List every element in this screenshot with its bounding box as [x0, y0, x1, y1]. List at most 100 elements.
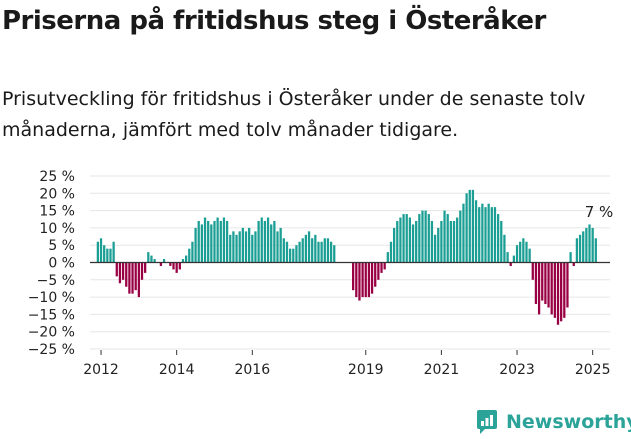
bar	[402, 214, 405, 263]
bar	[260, 217, 263, 263]
bar	[370, 262, 374, 294]
y-tick-label: −25 %	[28, 342, 75, 358]
bar	[169, 262, 172, 266]
bar	[418, 214, 421, 263]
bar	[288, 248, 292, 263]
bar	[131, 262, 134, 294]
bar	[128, 262, 131, 294]
bar	[200, 224, 204, 263]
bar	[213, 220, 216, 263]
bar	[569, 252, 572, 263]
bar	[121, 262, 125, 280]
y-tick-label: 25 %	[39, 169, 75, 185]
bar	[386, 252, 389, 263]
bar	[389, 241, 393, 263]
bar	[355, 262, 358, 298]
bar	[96, 241, 100, 263]
bar	[512, 255, 516, 263]
bar	[462, 203, 465, 263]
bar	[396, 220, 399, 263]
bar	[465, 193, 468, 263]
bar	[254, 231, 257, 263]
bar	[197, 220, 200, 263]
bar	[229, 234, 232, 263]
bar	[244, 231, 248, 263]
bar	[364, 262, 367, 298]
bar	[437, 227, 440, 263]
bar	[424, 210, 427, 263]
bar	[427, 214, 430, 263]
bar	[248, 227, 251, 263]
bar	[487, 203, 490, 263]
bar	[222, 217, 226, 263]
bar	[235, 234, 238, 263]
y-tick-label: 5 %	[48, 238, 75, 254]
bar	[125, 262, 128, 287]
bar	[358, 262, 361, 301]
y-tick-label: −15 %	[28, 307, 75, 323]
bar	[188, 248, 191, 263]
y-tick-label: 0 %	[48, 256, 75, 272]
bar	[459, 210, 462, 263]
bar	[115, 262, 118, 277]
bar	[333, 245, 336, 263]
bar	[452, 220, 456, 263]
bar	[304, 234, 308, 263]
chart-title: Priserna på fritidshus steg i Österåker	[2, 6, 546, 36]
bar	[515, 245, 519, 263]
bar	[496, 214, 500, 263]
bar	[178, 262, 181, 270]
bar	[531, 262, 534, 280]
bar	[537, 262, 541, 315]
bar	[408, 217, 412, 263]
bar	[446, 214, 449, 263]
bar	[361, 262, 364, 298]
x-tick-label: 2016	[234, 362, 270, 378]
bar	[329, 241, 333, 263]
bar	[582, 231, 585, 263]
bar	[266, 217, 270, 263]
bar	[106, 248, 109, 263]
x-tick-label: 2014	[159, 362, 195, 378]
bar	[150, 255, 153, 263]
latest-value-annotation: 7 %	[585, 203, 614, 221]
bar	[292, 248, 295, 263]
bar	[468, 189, 471, 263]
bar	[112, 241, 115, 263]
bar	[503, 234, 506, 263]
axes: 25 %20 % 15 %10 %5 % 0 %−5 %−10 %−15 % −20 …	[28, 169, 611, 378]
bar	[99, 238, 103, 263]
x-tick-label: 2012	[83, 362, 119, 378]
bar	[270, 224, 273, 263]
bar	[374, 262, 377, 287]
bar	[314, 234, 317, 263]
bar	[474, 200, 478, 263]
bar	[147, 252, 150, 263]
bar	[405, 214, 408, 263]
bar	[377, 262, 380, 280]
chart-subtitle: Prisutveckling för fritidshus i Österåke…	[2, 88, 586, 141]
bar	[257, 220, 260, 263]
bar	[367, 262, 371, 298]
bar	[232, 231, 235, 263]
x-tick-label: 2019	[348, 362, 384, 378]
x-tick-label: 2021	[424, 362, 460, 378]
bar	[279, 227, 282, 263]
bar	[544, 262, 547, 305]
bar	[276, 231, 279, 263]
bar	[317, 241, 320, 263]
bar	[159, 262, 163, 266]
y-tick-label: 15 %	[39, 204, 75, 220]
x-tick-label: 2025	[575, 362, 611, 378]
newsworthy-brand: Newsworthy	[476, 406, 631, 438]
bar	[203, 217, 207, 263]
bar	[285, 241, 289, 263]
bar	[553, 262, 556, 318]
bar	[134, 262, 137, 291]
bar	[594, 238, 597, 263]
bar	[528, 248, 531, 263]
bar	[588, 224, 591, 263]
bar	[320, 241, 323, 263]
brand-name: Newsworthy	[506, 411, 631, 433]
bar	[490, 207, 493, 263]
